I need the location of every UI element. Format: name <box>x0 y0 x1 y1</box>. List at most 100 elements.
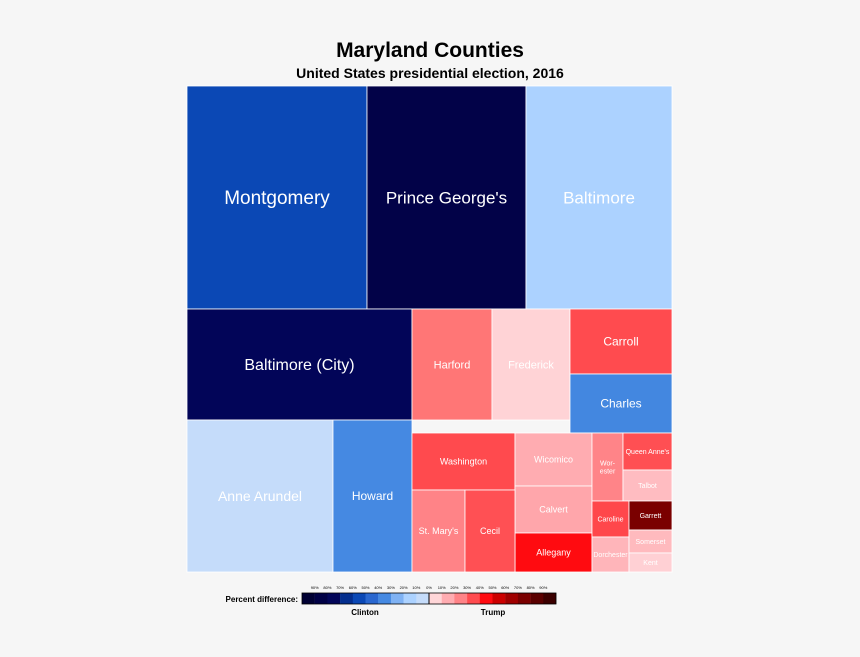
legend-label: Percent difference: <box>226 595 298 604</box>
legend-tick-label: 90% <box>539 585 547 590</box>
legend-swatch <box>479 593 493 604</box>
legend-tick-label: 90% <box>311 585 319 590</box>
treemap-cell: Talbot <box>622 469 673 502</box>
legend-swatch <box>340 593 353 604</box>
chart-title: Maryland Counties <box>336 39 524 62</box>
treemap-cell: Queen Anne's <box>622 432 673 471</box>
legend-swatch <box>327 593 341 604</box>
legend: Percent difference: Clinton Trump 90% 80%… <box>226 585 557 617</box>
treemap-cell-label: Calvert <box>539 505 568 515</box>
treemap-cell: Charles <box>569 373 673 434</box>
treemap-cell: Howard <box>332 419 413 573</box>
treemap-cell-label: Allegany <box>536 548 571 558</box>
treemap-cell-rect <box>628 500 673 531</box>
treemap-cell-rect <box>411 308 493 421</box>
treemap-cell-label: Wor-ester <box>600 460 616 475</box>
legend-tick-label: 10% <box>438 585 446 590</box>
legend-swatch <box>543 593 557 604</box>
treemap-cells: Montgomery Prince George's Baltimore Baltim… <box>186 85 673 573</box>
treemap-cell-rect <box>525 85 673 310</box>
legend-swatch <box>302 593 315 604</box>
treemap-cell-rect <box>332 419 413 573</box>
treemap-cell-rect <box>514 432 593 487</box>
treemap-cell-rect <box>591 500 630 538</box>
treemap-cell-label: Harford <box>434 359 471 371</box>
treemap-cell: Cecil <box>464 489 516 573</box>
treemap-cell-rect <box>514 485 593 534</box>
treemap-cell-rect <box>186 308 413 421</box>
treemap-cell-label: Garrett <box>640 513 662 520</box>
legend-swatch <box>416 593 430 604</box>
treemap-cell-rect <box>491 308 571 421</box>
treemap-cell-label: Prince George's <box>386 188 507 207</box>
treemap-cell-label: Queen Anne's <box>626 449 670 456</box>
legend-swatch <box>365 593 379 604</box>
treemap-cell-label: Baltimore (City) <box>244 357 354 374</box>
treemap-cell: Garrett <box>628 500 673 531</box>
treemap-cell-rect <box>366 85 527 310</box>
treemap-cell: Montgomery <box>186 85 368 310</box>
legend-tick-label: 20% <box>400 585 408 590</box>
treemap-cell-label: Howard <box>352 489 393 503</box>
legend-swatch <box>492 593 506 604</box>
treemap-cell-label: St. Mary's <box>419 526 459 536</box>
legend-swatch <box>429 593 442 604</box>
treemap-cell-rect <box>591 432 624 502</box>
treemap-cell-label: Dorchester <box>593 552 628 559</box>
treemap-cell-rect <box>464 489 516 573</box>
chart-subtitle: United States presidential election, 201… <box>296 65 564 81</box>
legend-trump-label: Trump <box>481 608 506 617</box>
treemap-cell-rect <box>514 532 593 573</box>
treemap-cell-label: Charles <box>600 397 641 411</box>
treemap-cell-rect <box>628 552 673 573</box>
legend-tick-label: 60% <box>501 585 509 590</box>
treemap-cell-rect <box>622 469 673 502</box>
legend-swatch <box>314 593 328 604</box>
legend-tick-label: 70% <box>336 585 344 590</box>
legend-swatch <box>517 593 531 604</box>
treemap-cell: St. Mary's <box>411 489 466 573</box>
treemap-cell: Wor-ester <box>591 432 624 502</box>
treemap-cell: Calvert <box>514 485 593 534</box>
legend-swatch <box>403 593 417 604</box>
treemap-cell: Harford <box>411 308 493 421</box>
treemap-cell-label: Washington <box>440 457 487 467</box>
treemap-cell-label: Somerset <box>636 539 666 546</box>
legend-swatch <box>390 593 404 604</box>
legend-tick-label: 40% <box>374 585 382 590</box>
treemap-cell-rect <box>186 419 334 573</box>
treemap-cell-label: Montgomery <box>224 188 330 209</box>
treemap-cell-rect <box>569 373 673 434</box>
treemap-cell: Baltimore (City) <box>186 308 413 421</box>
treemap-cell: Prince George's <box>366 85 527 310</box>
treemap-cell-rect <box>186 85 368 310</box>
legend-tick-label: 50% <box>361 585 369 590</box>
legend-swatch <box>352 593 366 604</box>
treemap-cell: Washington <box>411 432 516 491</box>
legend-swatch <box>454 593 468 604</box>
legend-swatch <box>378 593 392 604</box>
treemap-cell: Frederick <box>491 308 571 421</box>
legend-tick-label: 10% <box>412 585 420 590</box>
legend-tick-label: 60% <box>349 585 357 590</box>
legend-swatch <box>530 593 544 604</box>
treemap-cell: Anne Arundel <box>186 419 334 573</box>
treemap-cell-label: Cecil <box>480 526 500 536</box>
treemap-cell-rect <box>622 432 673 471</box>
treemap-cell: Allegany <box>514 532 593 573</box>
treemap-cell-label: Frederick <box>508 359 554 371</box>
legend-tick-label: 0% <box>426 585 432 590</box>
legend-swatch <box>505 593 519 604</box>
treemap-cell: Kent <box>628 552 673 573</box>
treemap-cell-rect <box>591 536 630 573</box>
legend-tick-label: 80% <box>527 585 535 590</box>
legend-tick-label: 50% <box>488 585 496 590</box>
treemap-cell: Somerset <box>628 529 673 554</box>
legend-tick-label: 40% <box>476 585 484 590</box>
legend-swatch <box>441 593 455 604</box>
legend-clinton-label: Clinton <box>351 608 379 617</box>
treemap-cell: Dorchester <box>591 536 630 573</box>
treemap-cell-label: Kent <box>643 560 657 567</box>
legend-tick-label: 80% <box>323 585 331 590</box>
